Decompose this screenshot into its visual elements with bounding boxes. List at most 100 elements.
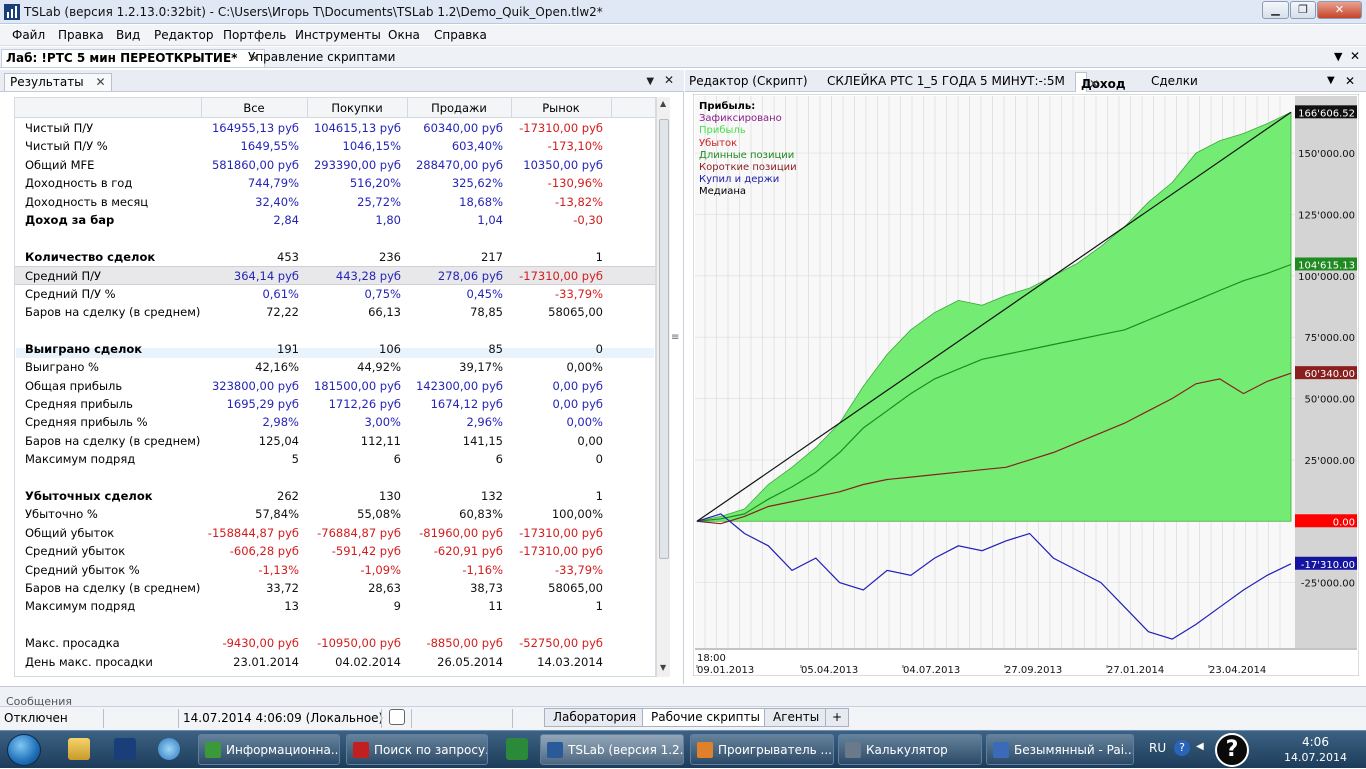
- table-row[interactable]: Максимум подряд 13 9 11 1: [15, 597, 655, 615]
- table-row[interactable]: Выиграно сделок 191 106 85 0: [15, 340, 655, 358]
- table-row[interactable]: [15, 229, 655, 247]
- table-row[interactable]: Чистый П/У 164955,13 руб 104615,13 руб 6034…: [15, 119, 655, 137]
- taskbar-app-icon: [353, 742, 369, 758]
- cell-value: -620,91 руб: [433, 544, 503, 559]
- tab-trades[interactable]: Сделки: [1151, 74, 1198, 88]
- table-row[interactable]: Средний П/У % 0,61% 0,75% 0,45% -33,79%: [15, 285, 655, 303]
- row-label: Макс. просадка: [25, 636, 120, 651]
- menu-item-1[interactable]: Правка: [58, 28, 104, 42]
- close-icon[interactable]: ✕: [249, 51, 260, 65]
- income-chart[interactable]: 150'000.00 125'000.00 100'000.00 75'000.00 5…: [693, 94, 1359, 676]
- table-row[interactable]: Средний убыток -606,28 руб -591,42 руб -620…: [15, 542, 655, 560]
- menu-item-5[interactable]: Инструменты: [295, 28, 381, 42]
- table-row[interactable]: [15, 616, 655, 634]
- column-header-market[interactable]: Рынок: [542, 101, 580, 115]
- table-row[interactable]: Доходность в год 744,79% 516,20% 325,62% -13…: [15, 174, 655, 192]
- vertical-scrollbar[interactable]: ▲ ▼: [656, 97, 670, 677]
- tab-income[interactable]: Доход ✕: [1075, 72, 1126, 92]
- taskbar-button[interactable]: Проигрыватель ...: [690, 734, 834, 765]
- cell-value: -606,28 руб: [229, 544, 299, 559]
- close-icon[interactable]: ✕: [95, 75, 106, 89]
- tab-script-editor[interactable]: Редактор (Скрипт): [689, 74, 808, 88]
- taskbar-button[interactable]: Информационна...: [198, 734, 340, 765]
- taskbar-button[interactable]: Поиск по запросу...: [346, 734, 488, 765]
- table-row[interactable]: Средний П/У 364,14 руб 443,28 руб 278,06 ру…: [15, 266, 655, 285]
- table-row[interactable]: Средняя прибыль % 2,98% 3,00% 2,96% 0,00%: [15, 413, 655, 431]
- y-tick-label: 150'000.00: [1298, 149, 1355, 160]
- maximize-button[interactable]: ❐: [1290, 1, 1316, 19]
- column-header-all[interactable]: Все: [243, 101, 265, 115]
- table-row[interactable]: Общий убыток -158844,87 руб -76884,87 руб -…: [15, 524, 655, 542]
- table-row[interactable]: Количество сделок 453 236 217 1: [15, 248, 655, 266]
- close-icon[interactable]: ✕: [663, 73, 674, 87]
- cell-value: 364,14 руб: [233, 269, 299, 284]
- big-help-icon[interactable]: ?: [1215, 733, 1249, 767]
- menu-item-7[interactable]: Справка: [434, 28, 487, 42]
- tab-lab[interactable]: Лаб: !РТС 5 мин ПЕРЕОТКРЫТИЕ* ✕: [1, 49, 265, 67]
- cell-value: 6: [495, 452, 503, 467]
- table-row[interactable]: [15, 321, 655, 339]
- table-row[interactable]: Средняя прибыль 1695,29 руб 1712,26 руб 167…: [15, 395, 655, 413]
- taskbar-button[interactable]: Калькулятор: [838, 734, 982, 765]
- messenger-quicklaunch-icon[interactable]: [158, 738, 180, 760]
- excel-quicklaunch-icon[interactable]: [506, 738, 528, 760]
- table-row[interactable]: Баров на сделку (в среднем) 72,22 66,13 78,…: [15, 303, 655, 321]
- menu-item-4[interactable]: Портфель: [223, 28, 287, 42]
- tab-script-manager[interactable]: Управление скриптами: [244, 49, 399, 67]
- tab-laboratory[interactable]: Лаборатория: [544, 708, 646, 727]
- tab-laboratory-label: Лаборатория: [553, 710, 637, 724]
- close-icon[interactable]: ✕: [1345, 74, 1356, 88]
- tab-results[interactable]: Результаты ✕: [4, 73, 112, 91]
- cell-value: 58065,00: [548, 305, 603, 319]
- chevron-down-icon[interactable]: ▼: [1327, 75, 1335, 86]
- menu-item-3[interactable]: Редактор: [154, 28, 214, 42]
- chevron-down-icon[interactable]: ▼: [1334, 50, 1343, 63]
- clock-date[interactable]: 14.07.2014: [1284, 751, 1347, 764]
- cell-value: 72,22: [266, 305, 299, 319]
- clock-time[interactable]: 4:06: [1302, 735, 1329, 749]
- language-indicator[interactable]: RU: [1149, 741, 1167, 755]
- table-row[interactable]: Убыточных сделок 262 130 132 1: [15, 487, 655, 505]
- close-window-button[interactable]: ✕: [1317, 1, 1362, 19]
- scroll-up-icon[interactable]: ▲: [660, 99, 667, 108]
- table-row[interactable]: Средний убыток % -1,13% -1,09% -1,16% -33,79…: [15, 561, 655, 579]
- add-tab-button[interactable]: +: [825, 708, 850, 727]
- tab-splice[interactable]: СКЛЕЙКА РТС 1_5 ГОДА 5 МИНУТ:-:5М: [827, 74, 1065, 88]
- column-header-buys[interactable]: Покупки: [331, 101, 383, 115]
- table-row[interactable]: Выиграно % 42,16% 44,92% 39,17% 0,00%: [15, 358, 655, 376]
- column-header-sells[interactable]: Продажи: [431, 101, 487, 115]
- menu-item-2[interactable]: Вид: [116, 28, 141, 42]
- close-icon[interactable]: ✕: [1089, 77, 1100, 91]
- table-row[interactable]: Максимум подряд 5 6 6 0: [15, 450, 655, 468]
- minimize-button[interactable]: ▁: [1262, 1, 1289, 19]
- table-row[interactable]: Баров на сделку (в среднем) 33,72 28,63 38,…: [15, 579, 655, 597]
- table-row[interactable]: [15, 469, 655, 487]
- menu-item-6[interactable]: Окна: [388, 28, 420, 42]
- taskbar-button[interactable]: TSLab (версия 1.2....: [540, 734, 684, 765]
- table-row[interactable]: Общий MFE 581860,00 руб 293390,00 руб 28847…: [15, 156, 655, 174]
- explorer-quicklaunch-icon[interactable]: [68, 738, 90, 760]
- cell-value: -173,10%: [547, 139, 603, 154]
- close-icon[interactable]: ✕: [1350, 49, 1361, 63]
- chevron-down-icon[interactable]: ▼: [646, 76, 655, 87]
- tslab-quicklaunch-icon[interactable]: [114, 738, 136, 760]
- tab-working-scripts[interactable]: Рабочие скрипты: [642, 708, 769, 727]
- table-row[interactable]: Баров на сделку (в среднем) 125,04 112,11 1…: [15, 432, 655, 450]
- taskbar-button[interactable]: Безымянный - Pai...: [986, 734, 1134, 765]
- tab-agents[interactable]: Агенты: [764, 708, 829, 727]
- tray-arrow-icon[interactable]: ◀: [1196, 741, 1204, 752]
- table-row[interactable]: Доход за бар 2,84 1,80 1,04 -0,30: [15, 211, 655, 229]
- table-row[interactable]: Убыточно % 57,84% 55,08% 60,83% 100,00%: [15, 505, 655, 523]
- scrollbar-thumb[interactable]: [659, 119, 669, 559]
- table-row[interactable]: Макс. просадка -9430,00 руб -10950,00 руб -…: [15, 634, 655, 652]
- table-row[interactable]: День макс. просадки 23.01.2014 04.02.2014 2…: [15, 653, 655, 671]
- table-row[interactable]: Общая прибыль 323800,00 руб 181500,00 руб 1…: [15, 377, 655, 395]
- start-button[interactable]: [7, 734, 41, 766]
- table-row[interactable]: Чистый П/У % 1649,55% 1046,15% 603,40% -173,…: [15, 137, 655, 155]
- scroll-down-icon[interactable]: ▼: [660, 663, 667, 672]
- splitter-grip-icon[interactable]: ≡: [671, 332, 680, 343]
- menu-item-0[interactable]: Файл: [12, 28, 46, 42]
- help-icon[interactable]: ?: [1174, 740, 1190, 756]
- panel-toggle-icon[interactable]: [389, 709, 405, 725]
- table-row[interactable]: Доходность в месяц 32,40% 25,72% 18,68% -13,…: [15, 193, 655, 211]
